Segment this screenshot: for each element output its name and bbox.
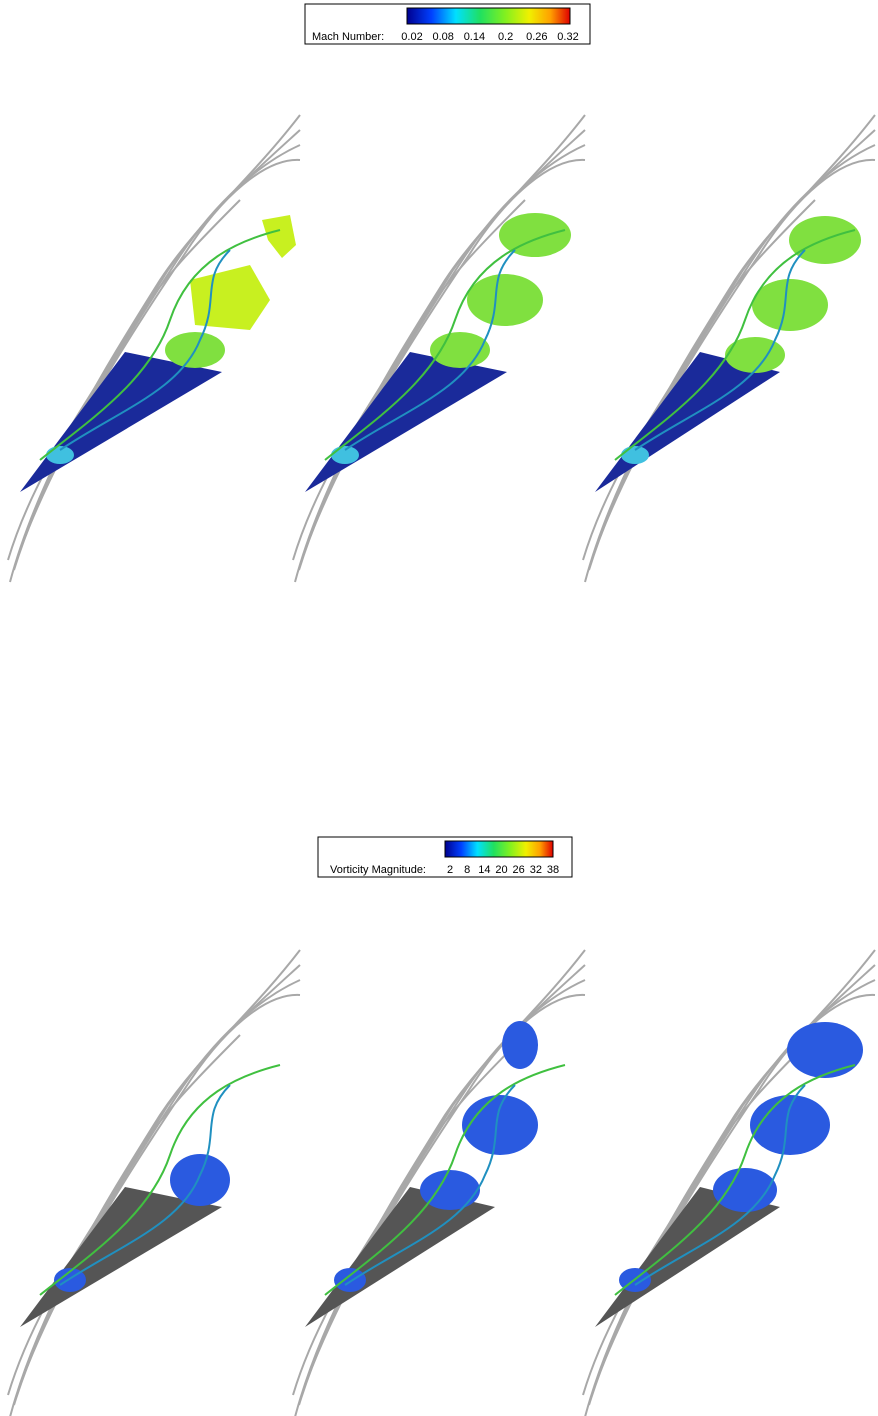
- colorbar: [406, 7, 571, 25]
- colorbar-tick-label: 26: [513, 864, 525, 876]
- legend: Vorticity Magnitude: 2 8 14 20 26 32 38: [317, 836, 573, 878]
- panel: [582, 114, 876, 583]
- vortex: [621, 446, 649, 464]
- plate: [305, 1187, 495, 1327]
- vortex: [502, 1021, 538, 1069]
- plate: [20, 352, 222, 492]
- panel: [7, 114, 301, 583]
- streamlines: [7, 114, 301, 583]
- plate: [305, 352, 507, 492]
- vortex: [420, 1170, 480, 1210]
- colorbar-tick-label: 0.2: [498, 31, 513, 43]
- panel: [292, 949, 586, 1416]
- vortex: [334, 1268, 366, 1292]
- vortex: [750, 1095, 830, 1155]
- panel: [292, 114, 586, 583]
- colorbar-tick-label: 32: [530, 864, 542, 876]
- colorbar-tick-label: 0.02: [401, 31, 422, 43]
- panel: [582, 949, 876, 1416]
- panel: [7, 949, 301, 1416]
- colorbar-tick-label: 0.08: [432, 31, 453, 43]
- colorbar-tick-label: 2: [447, 864, 453, 876]
- streamlines: [7, 949, 301, 1416]
- colorbar-tick-label: 8: [464, 864, 470, 876]
- plate: [595, 1187, 780, 1327]
- colorbar-tick-label: 0.32: [557, 31, 578, 43]
- colorbar-tick-label: 0.26: [526, 31, 547, 43]
- legend: Mach Number: 0.02 0.08 0.14 0.2 0.26 0.32: [304, 3, 591, 45]
- vortex: [467, 274, 543, 326]
- vortex: [462, 1095, 538, 1155]
- vortex: [499, 213, 571, 257]
- vortex: [713, 1168, 777, 1212]
- vortex: [262, 215, 296, 258]
- vortex: [752, 279, 828, 331]
- vortex: [190, 265, 270, 330]
- plate: [20, 1187, 222, 1327]
- colorbar-tick-label: 38: [547, 864, 559, 876]
- colorbar-tick-label: 20: [495, 864, 507, 876]
- vortex: [170, 1154, 230, 1206]
- vortex: [787, 1022, 863, 1078]
- colorbar: [444, 840, 554, 858]
- legend-label: Mach Number:: [312, 31, 384, 43]
- colorbar-tick-label: 0.14: [464, 31, 485, 43]
- vortex: [331, 446, 359, 464]
- legend-label: Vorticity Magnitude:: [330, 864, 426, 876]
- vortex: [46, 446, 74, 464]
- colorbar-tick-label: 14: [478, 864, 490, 876]
- vortex: [725, 337, 785, 373]
